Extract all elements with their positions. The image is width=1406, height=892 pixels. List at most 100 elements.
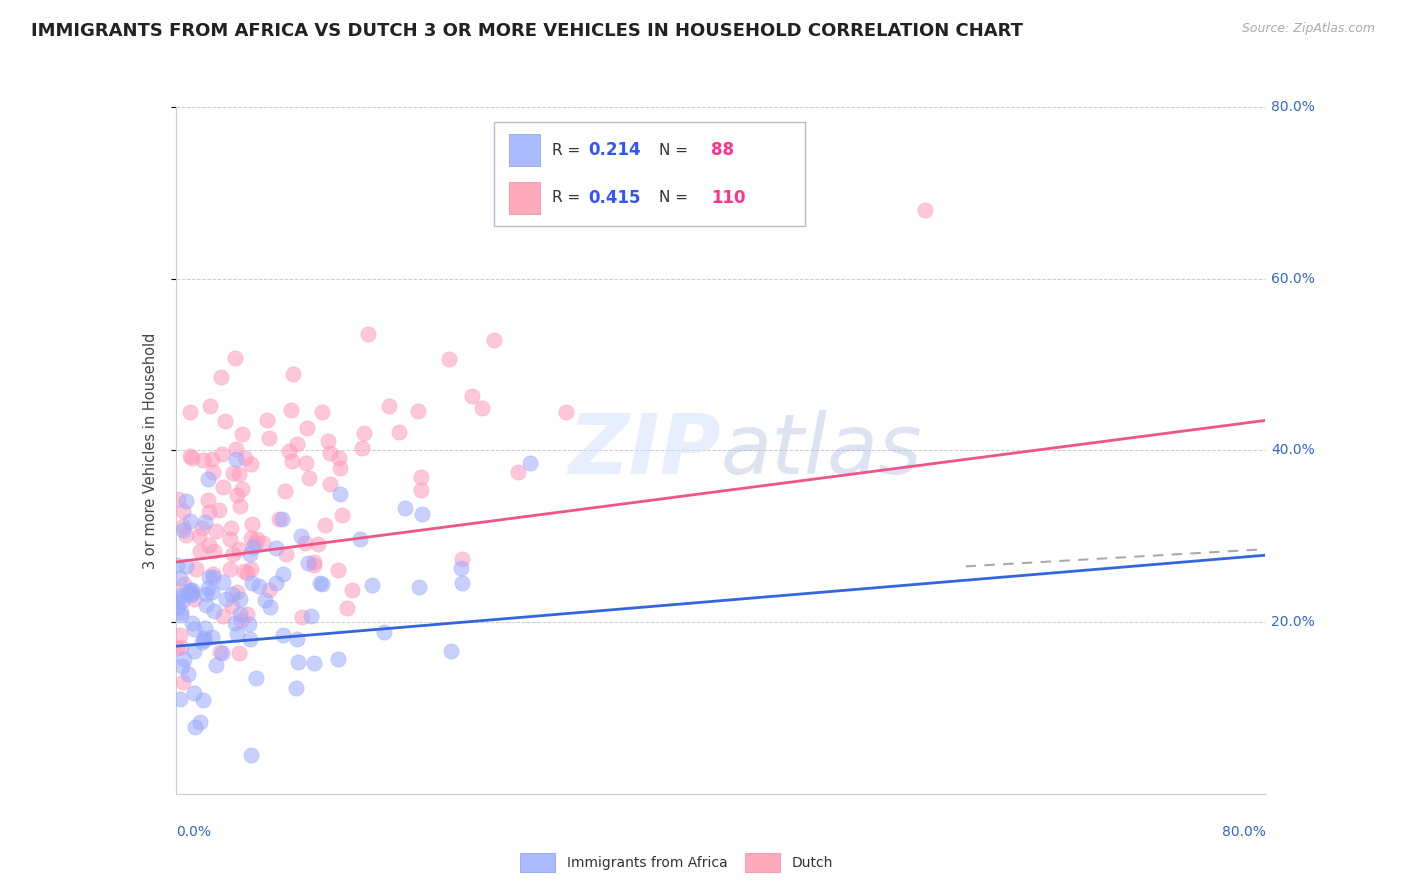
Point xyxy=(221,599,243,613)
Point xyxy=(294,456,316,470)
Point xyxy=(193,631,215,645)
Point xyxy=(294,535,316,549)
Point xyxy=(482,333,505,347)
Point xyxy=(179,514,201,528)
Point xyxy=(240,457,263,471)
Point xyxy=(224,615,246,630)
Point xyxy=(170,594,193,608)
Point xyxy=(319,476,342,491)
Point xyxy=(231,482,253,496)
Point xyxy=(221,587,243,601)
Point xyxy=(259,600,281,615)
Point xyxy=(201,630,224,644)
Point xyxy=(191,453,214,467)
Point xyxy=(188,714,211,729)
Point xyxy=(198,538,221,552)
Text: Dutch: Dutch xyxy=(792,855,832,870)
Point xyxy=(316,434,339,449)
Point xyxy=(240,531,263,545)
Point xyxy=(309,576,332,591)
Point xyxy=(200,399,222,413)
Point xyxy=(232,564,254,578)
Point xyxy=(224,351,246,366)
Point xyxy=(266,541,288,556)
Point xyxy=(170,588,193,602)
Point xyxy=(357,327,380,342)
Point xyxy=(235,607,257,621)
Point xyxy=(411,507,433,521)
Point xyxy=(285,632,308,647)
Text: 0.415: 0.415 xyxy=(589,189,641,207)
Text: N =: N = xyxy=(659,143,693,158)
Point xyxy=(336,600,359,615)
Point xyxy=(330,508,353,523)
Point xyxy=(437,352,460,367)
Point xyxy=(285,681,308,695)
Text: ZIP: ZIP xyxy=(568,410,721,491)
Point xyxy=(228,467,250,482)
Point xyxy=(295,421,318,435)
Point xyxy=(328,652,350,666)
Point xyxy=(181,616,204,631)
Text: atlas: atlas xyxy=(721,410,922,491)
Point xyxy=(219,532,242,546)
Point xyxy=(184,562,207,576)
Point xyxy=(179,404,201,418)
Point xyxy=(197,493,219,508)
Point xyxy=(170,605,193,619)
Point xyxy=(297,557,319,571)
Point xyxy=(240,561,263,575)
Point xyxy=(228,542,250,557)
Point xyxy=(181,582,204,597)
Point xyxy=(166,558,188,573)
Point xyxy=(329,460,352,475)
Point xyxy=(229,613,252,627)
Point xyxy=(181,450,204,465)
Point xyxy=(195,586,218,600)
Text: 80.0%: 80.0% xyxy=(1271,100,1315,114)
Point xyxy=(202,465,225,479)
Point xyxy=(311,405,333,419)
Point xyxy=(188,529,211,543)
Point xyxy=(209,644,232,658)
Point xyxy=(169,571,191,585)
Point xyxy=(183,644,205,658)
Point xyxy=(201,585,224,599)
Point xyxy=(271,628,294,642)
FancyBboxPatch shape xyxy=(745,853,780,872)
Point xyxy=(302,656,325,670)
FancyBboxPatch shape xyxy=(495,122,806,226)
Point xyxy=(259,583,281,598)
Point xyxy=(225,451,247,466)
Point xyxy=(177,666,200,681)
Y-axis label: 3 or more Vehicles in Household: 3 or more Vehicles in Household xyxy=(142,333,157,568)
Point xyxy=(239,632,262,646)
Point xyxy=(406,404,429,418)
Point xyxy=(173,652,195,666)
Point xyxy=(271,512,294,526)
Point xyxy=(197,570,219,584)
Point xyxy=(170,640,193,655)
Point xyxy=(194,622,217,636)
FancyBboxPatch shape xyxy=(520,853,555,872)
Point xyxy=(226,585,249,599)
Point xyxy=(176,493,198,508)
Point xyxy=(349,532,371,546)
Point xyxy=(181,586,204,600)
Text: IMMIGRANTS FROM AFRICA VS DUTCH 3 OR MORE VEHICLES IN HOUSEHOLD CORRELATION CHAR: IMMIGRANTS FROM AFRICA VS DUTCH 3 OR MOR… xyxy=(31,22,1024,40)
Point xyxy=(201,451,224,466)
Point xyxy=(214,414,236,428)
Point xyxy=(190,635,212,649)
Point xyxy=(411,469,433,483)
Point xyxy=(259,431,281,445)
Text: Immigrants from Africa: Immigrants from Africa xyxy=(567,855,727,870)
Point xyxy=(204,524,226,538)
Point xyxy=(450,552,472,566)
Text: 60.0%: 60.0% xyxy=(1271,272,1315,285)
Point xyxy=(246,532,269,546)
Point xyxy=(267,512,290,526)
Text: R =: R = xyxy=(553,190,585,205)
Point xyxy=(291,610,314,624)
Point xyxy=(172,519,194,533)
Point xyxy=(461,389,484,403)
